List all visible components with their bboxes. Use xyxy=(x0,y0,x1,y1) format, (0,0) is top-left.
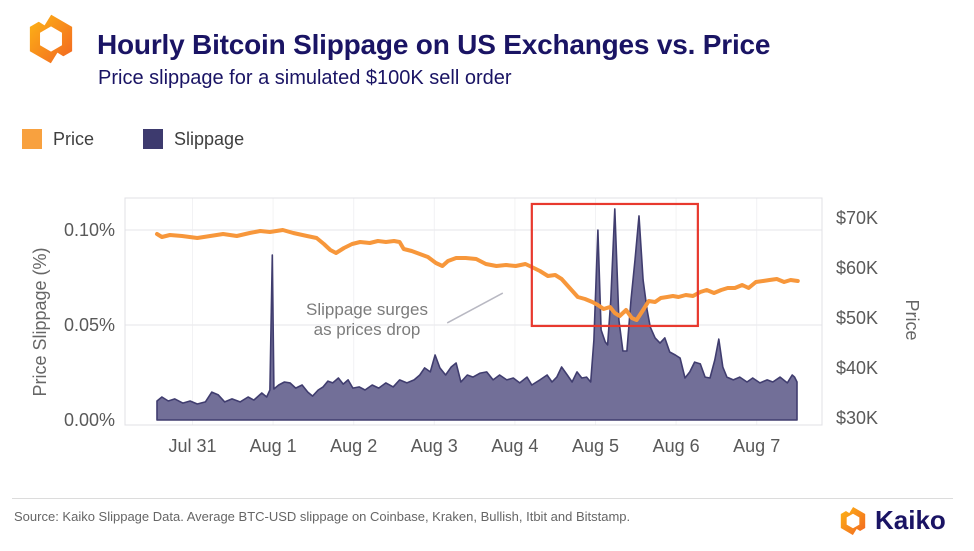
y-tick-label: $60K xyxy=(836,258,879,278)
x-tick-label: Aug 1 xyxy=(249,436,297,456)
y-tick-label: $30K xyxy=(836,408,879,428)
legend-label-price: Price xyxy=(53,129,95,149)
x-tick-label: Aug 4 xyxy=(491,436,539,456)
kaiko-wordmark: Kaiko xyxy=(875,505,946,535)
slippage-swatch-icon xyxy=(143,129,164,149)
annotation-line1: Slippage surges xyxy=(306,300,428,319)
y-tick-label: 0.05% xyxy=(63,315,115,335)
page-subtitle: Price slippage for a simulated $100K sel… xyxy=(98,67,512,89)
right-axis-title: Price xyxy=(902,299,922,341)
annotation-line2: as prices drop xyxy=(313,320,421,339)
page-title: Hourly Bitcoin Slippage on US Exchanges … xyxy=(97,29,771,60)
kaiko-logo-icon xyxy=(840,505,866,536)
y-tick-label: $50K xyxy=(836,308,879,328)
kaiko-logo-icon xyxy=(29,13,73,65)
left-axis-title: Price Slippage (%) xyxy=(30,247,50,397)
y-tick-label: 0.10% xyxy=(63,220,115,240)
price-swatch-icon xyxy=(22,129,42,149)
footer-divider xyxy=(12,498,953,499)
legend-item-price: Price xyxy=(22,129,94,149)
kaiko-brand: Kaiko xyxy=(838,505,946,536)
x-tick-label: Aug 5 xyxy=(571,436,620,456)
source-note: Source: Kaiko Slippage Data. Average BTC… xyxy=(14,509,631,524)
chart-annotation: Slippage surges as prices drop xyxy=(257,300,477,340)
x-tick-label: Aug 6 xyxy=(652,436,700,456)
y-tick-label: 0.00% xyxy=(63,410,115,430)
x-tick-label: Aug 7 xyxy=(733,436,781,456)
legend-label-slippage: Slippage xyxy=(174,129,245,149)
y-tick-label: $40K xyxy=(836,358,879,378)
x-tick-label: Jul 31 xyxy=(168,436,217,456)
legend-item-slippage: Slippage xyxy=(143,129,244,149)
chart-legend: Price Slippage xyxy=(22,129,244,149)
x-tick-label: Aug 3 xyxy=(410,436,458,456)
y-tick-label: $70K xyxy=(836,208,879,228)
x-tick-label: Aug 2 xyxy=(330,436,378,456)
